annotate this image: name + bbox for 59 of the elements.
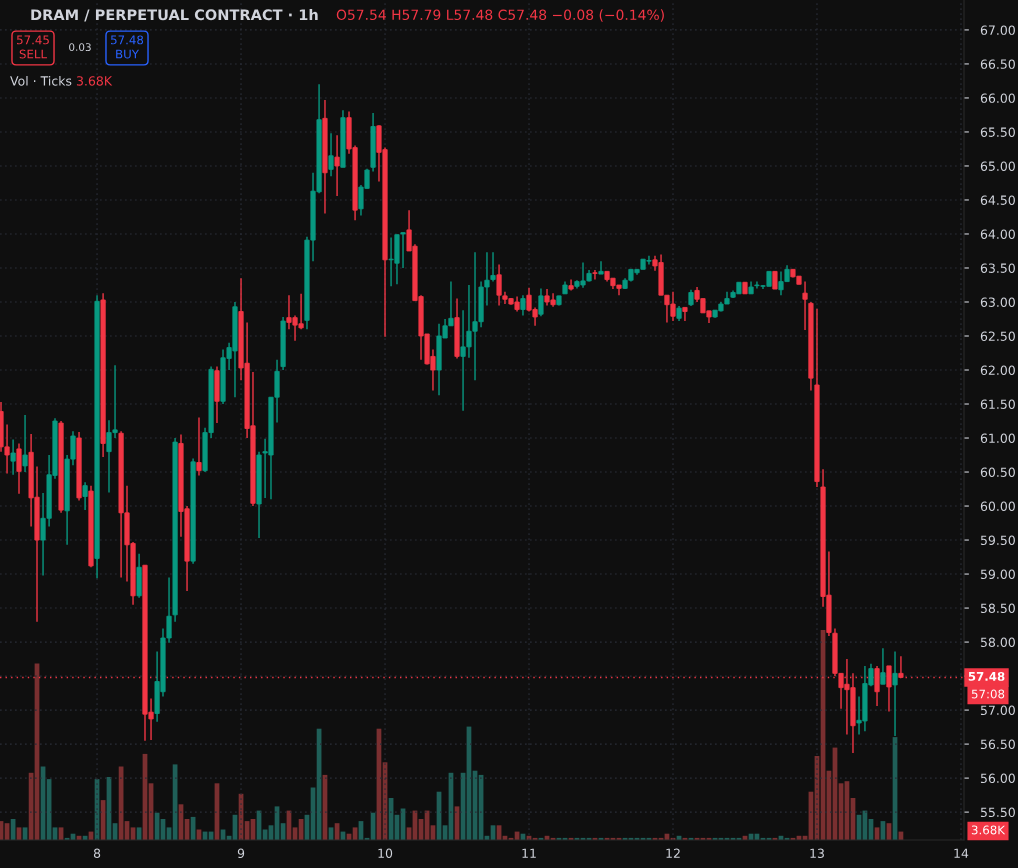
candlestick [886, 665, 892, 713]
candlestick [880, 647, 886, 685]
text: 57:08 [971, 689, 1005, 699]
y-tick-label: 65.50 [980, 127, 1015, 137]
y-tick-label: 62.00 [980, 365, 1015, 375]
y-tick-label: 59.00 [980, 569, 1015, 579]
candlestick [682, 306, 688, 322]
y-tick-label: 63.00 [980, 297, 1015, 307]
y-tick-label: 59.50 [980, 535, 1015, 545]
y-tick-label: 62.50 [980, 331, 1015, 341]
y-tick-label: 65.00 [980, 161, 1015, 171]
candlestick [196, 416, 202, 477]
y-tick-label: 57.00 [980, 705, 1015, 716]
candlestick [892, 650, 898, 737]
y-tick-label: 67.00 [980, 25, 1015, 35]
ref-line-label: 57.48 [968, 671, 1005, 681]
y-tick-label: 58.00 [980, 637, 1015, 647]
text: 3.68K [971, 825, 1006, 835]
x-tick-label: 9 [237, 848, 245, 859]
candlestick [82, 481, 88, 511]
y-tick-label: 61.00 [980, 433, 1015, 443]
candlestick [598, 260, 604, 275]
x-tick-label: 10 [378, 848, 393, 859]
candlestick [538, 287, 544, 317]
x-tick-label: 8 [93, 848, 101, 859]
annotation: 57.48 BUY [111, 35, 144, 59]
candlestick [898, 655, 904, 679]
annotation: 57.45 SELL [17, 35, 49, 59]
y-tick-label: 64.00 [980, 229, 1015, 239]
candlestick [328, 132, 334, 177]
x-tick-label: 12 [666, 848, 680, 858]
y-tick-label: 56.50 [980, 739, 1015, 750]
text: DRAM / PERPETUAL CONTRACT · 1h [31, 8, 318, 22]
y-tick-label: 66.50 [980, 59, 1015, 69]
y-tick-label: 66.00 [980, 93, 1015, 103]
annotation: Vol · Ticks [10, 75, 72, 86]
candlestick [802, 280, 808, 331]
annotation: O57.54 H57.79 L57.48 C57.48 −0.08 (−0.14%) [336, 9, 664, 22]
x-tick-label: 14 [954, 848, 969, 858]
candlestick [874, 665, 880, 707]
y-tick-label: 64.50 [980, 195, 1015, 205]
annotation: 3.68K [76, 76, 113, 86]
annotation: 0.03 [69, 43, 91, 52]
y-tick-label: 55.50 [980, 807, 1015, 818]
x-tick-label: 13 [810, 848, 824, 859]
candlestick [490, 251, 496, 283]
candlestick [592, 269, 598, 281]
y-tick-label: 58.50 [980, 603, 1015, 613]
candlestick [22, 414, 28, 473]
y-tick-label: 61.50 [980, 399, 1015, 409]
y-tick-label: 60.50 [980, 467, 1015, 477]
x-tick-label: 11 [522, 848, 536, 858]
candlestick [16, 442, 22, 495]
y-tick-label: 56.00 [980, 773, 1015, 784]
candlestick [334, 134, 340, 197]
y-tick-label: 60.00 [980, 501, 1015, 511]
candlestick [520, 294, 526, 317]
y-tick-label: 63.50 [980, 263, 1015, 273]
candlestick [10, 438, 16, 476]
